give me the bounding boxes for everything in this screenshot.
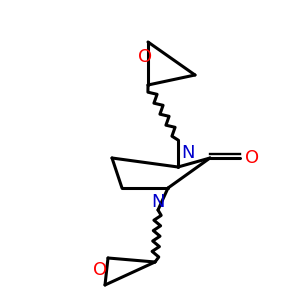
Text: O: O	[93, 261, 107, 279]
Text: N: N	[181, 144, 194, 162]
Text: O: O	[245, 149, 259, 167]
Text: N: N	[152, 193, 165, 211]
Text: O: O	[138, 48, 152, 66]
